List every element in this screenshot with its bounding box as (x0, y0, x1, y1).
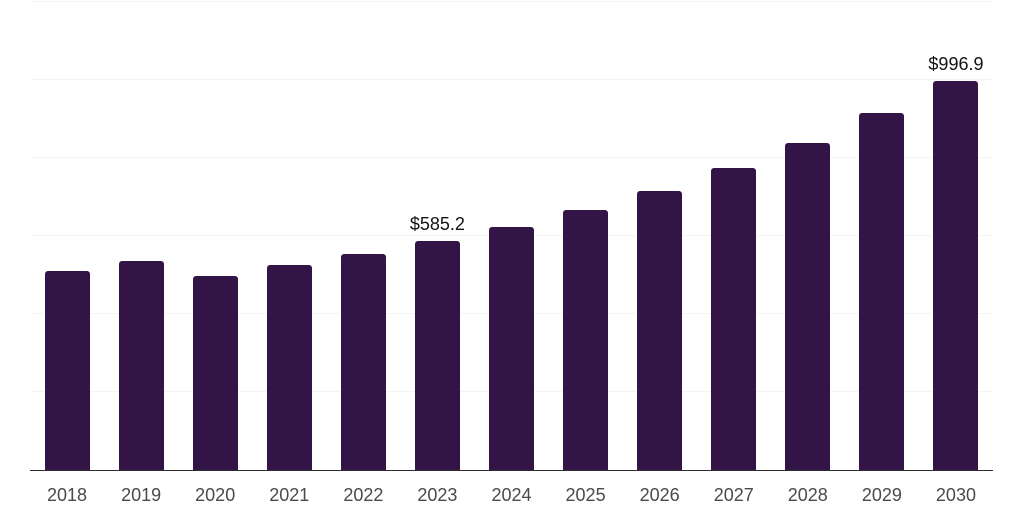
bar-2030 (933, 80, 979, 470)
bar-2025 (563, 210, 609, 470)
x-tick-2029: 2029 (861, 484, 902, 505)
x-tick-2026: 2026 (639, 484, 680, 505)
x-axis-line (30, 469, 993, 471)
x-tick-2028: 2028 (787, 484, 828, 505)
gridline-1000 (30, 78, 993, 80)
gridline-800 (30, 156, 993, 158)
bar-2018 (44, 270, 90, 470)
bar-2021 (266, 265, 312, 470)
x-tick-2018: 2018 (47, 484, 88, 505)
x-tick-2024: 2024 (491, 484, 532, 505)
plot-area: 2018 2019 2020 2021 2022 2023 $585.2 2024 2025 20… (30, 0, 993, 505)
value-label-2023: $585.2 (409, 214, 465, 235)
x-tick-2025: 2025 (565, 484, 606, 505)
x-tick-2023: 2023 (417, 484, 458, 505)
x-tick-2030: 2030 (935, 484, 976, 505)
bar-2028 (785, 142, 831, 470)
bar-2020 (192, 276, 238, 470)
x-tick-2022: 2022 (343, 484, 384, 505)
x-tick-2020: 2020 (195, 484, 236, 505)
bar-2027 (711, 168, 757, 470)
bar-2022 (340, 253, 386, 470)
bar-2029 (859, 113, 905, 470)
x-tick-2021: 2021 (269, 484, 310, 505)
value-label-2030: $996.9 (928, 53, 984, 74)
bar-2024 (489, 226, 534, 470)
gridline-1200 (30, 0, 993, 2)
bar-2023 (414, 241, 460, 470)
x-tick-2027: 2027 (713, 484, 754, 505)
bar-2026 (637, 191, 683, 470)
bar-2019 (118, 260, 164, 470)
x-tick-2019: 2019 (121, 484, 162, 505)
